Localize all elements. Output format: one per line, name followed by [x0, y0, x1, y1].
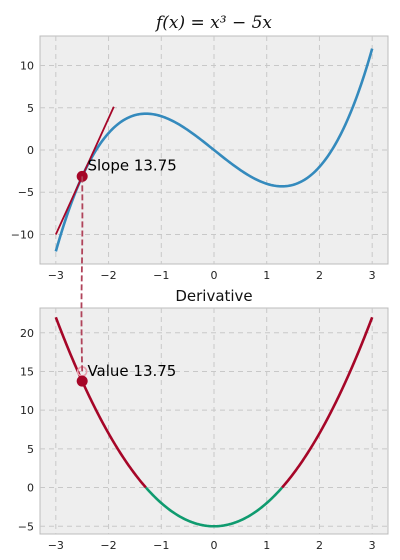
bottom-y-tick-label: 0	[27, 482, 34, 495]
y-ticks-bottom: −5 0 5 10 15 20	[18, 327, 34, 533]
bottom-x-tick-label: 2	[316, 539, 323, 552]
bottom-x-tick-label: 0	[211, 539, 218, 552]
top-x-tick-label: 0	[211, 269, 218, 282]
bottom-x-tick-label: −1	[153, 539, 169, 552]
x-ticks-top: −3 −2 −1 0 1 2 3	[48, 269, 376, 282]
chart-bottom: −3 −2 −1 0 1 2 3 −5 0 5 10 15 20 Derivative Value 1…	[18, 287, 389, 552]
top-x-tick-label: 1	[263, 269, 270, 282]
derivative-point	[76, 375, 88, 387]
chart-title-bottom: Derivative	[175, 287, 252, 305]
tangent-line	[54, 106, 115, 235]
series-line-fx	[54, 48, 374, 252]
top-x-tick-label: −1	[153, 269, 169, 282]
bottom-x-tick-label: −3	[48, 539, 64, 552]
top-y-tick-label: −10	[11, 228, 34, 241]
bottom-y-tick-label: 15	[20, 365, 34, 378]
bottom-y-tick-label: 5	[27, 443, 34, 456]
bottom-x-tick-label: 1	[263, 539, 270, 552]
connector-line	[80, 176, 84, 372]
top-x-tick-label: −3	[48, 269, 64, 282]
top-y-tick-label: 10	[20, 60, 34, 73]
top-x-tick-label: 3	[369, 269, 376, 282]
top-y-tick-label: 5	[27, 102, 34, 115]
bottom-x-tick-label: 3	[369, 539, 376, 552]
bottom-y-tick-label: 20	[20, 327, 34, 340]
y-ticks-top: −10 −5 0 5 10	[11, 60, 34, 242]
chart-title-top: f(x) = x³ − 5x	[154, 13, 272, 33]
annotation-value: Value 13.75	[87, 362, 176, 380]
series-line-derivative-positive-left	[54, 316, 147, 489]
x-ticks-bottom: −3 −2 −1 0 1 2 3	[48, 539, 376, 552]
top-y-tick-label: 0	[27, 144, 34, 157]
grid-top	[40, 36, 388, 264]
top-x-tick-label: −2	[100, 269, 116, 282]
top-y-tick-label: −5	[18, 186, 34, 199]
annotation-slope: Slope 13.75	[87, 156, 176, 174]
bottom-y-tick-label: 10	[20, 404, 34, 417]
series-line-derivative-negative	[144, 486, 284, 528]
bottom-x-tick-label: −2	[100, 539, 116, 552]
bottom-y-tick-label: −5	[18, 520, 34, 533]
grid-bottom	[40, 308, 388, 534]
top-x-tick-label: 2	[316, 269, 323, 282]
series-line-derivative-positive-right	[281, 316, 374, 489]
